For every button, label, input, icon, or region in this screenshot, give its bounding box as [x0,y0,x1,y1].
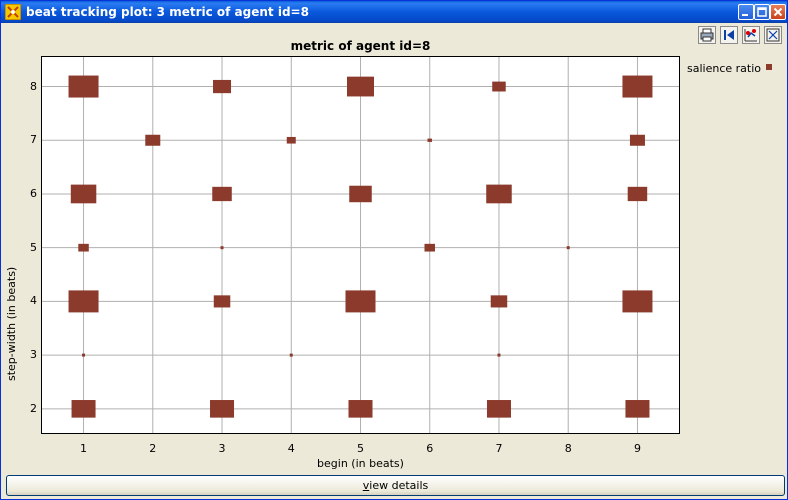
data-point [82,353,86,357]
y-tick-label: 4 [30,294,37,308]
x-tick-label: 7 [495,442,503,455]
data-point [212,186,232,202]
data-point [70,184,97,204]
y-tick-label: 8 [30,79,37,93]
x-axis-label: begin (in beats) [317,457,404,470]
data-point [68,75,99,98]
skip-to-start-icon [724,30,734,40]
data-point [289,353,293,357]
data-point [347,76,374,97]
data-point [629,134,645,146]
fit-to-window-icon [766,28,780,42]
y-axis-label: step-width (in beats) [5,266,18,381]
title-bar[interactable]: beat tracking plot: 3 metric of agent id… [1,1,787,23]
first-button[interactable] [720,26,738,44]
data-point [145,134,161,146]
data-point [497,353,501,357]
data-point [492,81,506,92]
plot-area [41,56,680,434]
data-point [78,243,89,252]
data-point [286,136,296,144]
x-tick-label: 9 [633,442,641,455]
data-point [622,75,653,98]
minimize-button[interactable] [738,4,754,20]
minimize-icon [742,14,748,16]
y-tick-label: 7 [30,133,37,147]
data-point [486,400,511,418]
legend-label: salience ratio [687,62,761,75]
fit-button[interactable] [764,26,782,44]
data-point [71,400,96,418]
maximize-icon [757,7,767,17]
data-point [427,138,432,142]
y-tick-label: 3 [30,348,37,362]
close-button[interactable] [770,4,786,20]
data-point [424,243,435,252]
data-point [68,290,99,313]
data-point [345,290,376,313]
data-point [625,400,650,418]
data-point [213,295,231,308]
x-tick-label: 5 [357,442,364,455]
data-point [490,295,508,308]
x-tick-label: 3 [218,442,226,455]
close-icon [773,7,783,17]
chart-canvas [42,57,679,433]
x-tick-label: 2 [149,442,157,455]
legend-swatch [766,64,772,70]
printer-icon [700,28,714,42]
data-point [349,185,372,203]
print-button[interactable] [698,26,716,44]
view-details-button[interactable]: view details [6,475,785,496]
y-tick-label: 6 [30,186,37,200]
y-tick-label: 5 [30,240,37,254]
marker-plot-icon [744,29,757,42]
data-point [210,400,235,418]
x-tick-label: 8 [564,442,572,455]
data-point [220,246,224,250]
plot-app-icon [4,3,22,21]
window-title: beat tracking plot: 3 metric of agent id… [26,5,309,19]
x-tick-label: 1 [80,442,88,455]
view-details-mnemonic: v [362,479,370,492]
x-tick-label: 4 [287,442,295,455]
data-point [213,79,232,94]
marker-button[interactable] [742,26,760,44]
maximize-button[interactable] [754,4,770,20]
chart-title: metric of agent id=8 [290,39,431,53]
data-point [348,400,373,418]
y-tick-label: 2 [30,401,37,415]
view-details-label: iew details [369,479,429,492]
data-point [627,186,648,202]
x-tick-label: 6 [426,442,434,455]
data-point [622,290,653,313]
data-point [486,184,512,204]
data-point [566,246,570,250]
